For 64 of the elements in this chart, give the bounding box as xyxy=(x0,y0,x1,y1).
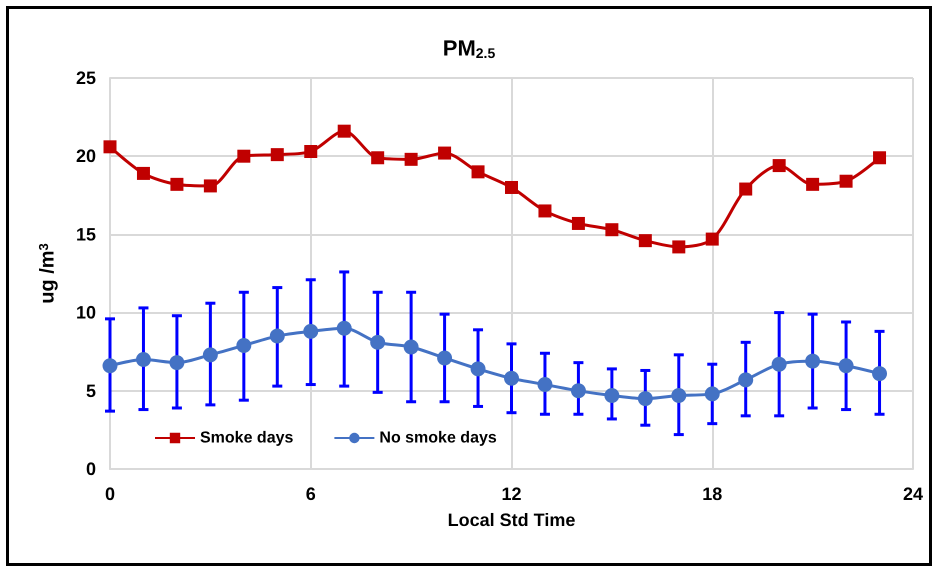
y-tick-label: 25 xyxy=(76,68,96,88)
point xyxy=(371,151,384,164)
point xyxy=(370,334,386,350)
point xyxy=(237,150,250,163)
point xyxy=(572,216,585,230)
point xyxy=(570,383,586,398)
point xyxy=(404,152,418,166)
x-tick-label: 6 xyxy=(306,484,316,504)
point xyxy=(438,146,452,160)
point xyxy=(537,377,552,392)
point xyxy=(336,320,352,336)
point xyxy=(739,182,752,196)
point xyxy=(538,204,552,218)
y-tick-label: 0 xyxy=(86,459,96,479)
y-tick-label: 15 xyxy=(76,224,96,244)
chart-title: PM2.5 xyxy=(442,36,496,61)
point xyxy=(706,232,719,246)
point xyxy=(838,358,854,374)
point xyxy=(671,388,686,403)
point xyxy=(472,165,485,178)
y-tick-label: 5 xyxy=(86,380,96,401)
point xyxy=(872,366,888,382)
x-tick-label: 24 xyxy=(902,484,924,504)
y-axis-title: ug /m3 xyxy=(36,243,58,304)
x-tick-label: 12 xyxy=(501,484,522,504)
point xyxy=(772,356,787,372)
point xyxy=(136,166,150,180)
point xyxy=(704,386,720,402)
point xyxy=(738,372,754,388)
x-tick-label: 0 xyxy=(104,484,116,504)
point xyxy=(638,234,652,248)
point xyxy=(504,370,519,386)
point xyxy=(236,338,252,353)
point xyxy=(772,159,786,172)
legend-label: Smoke days xyxy=(200,430,294,446)
point xyxy=(470,361,486,376)
point xyxy=(136,352,151,368)
point xyxy=(170,178,184,191)
x-tick-label: 18 xyxy=(702,484,722,504)
point xyxy=(303,324,318,339)
point xyxy=(806,178,820,191)
point xyxy=(805,354,820,369)
point xyxy=(304,145,318,158)
legend-label: No smoke days xyxy=(379,430,497,446)
point xyxy=(505,180,518,194)
x-axis-title: Local Std Time xyxy=(448,510,576,530)
point xyxy=(270,148,284,162)
point xyxy=(840,174,853,188)
y-tick-label: 10 xyxy=(76,302,96,323)
point xyxy=(604,388,620,403)
point xyxy=(672,240,686,254)
point xyxy=(605,223,618,236)
point xyxy=(270,328,285,344)
point xyxy=(437,350,452,366)
point xyxy=(204,179,217,192)
point xyxy=(404,340,419,355)
point xyxy=(638,391,653,406)
point xyxy=(104,140,116,154)
point xyxy=(873,151,886,164)
y-tick-label: 20 xyxy=(76,146,96,166)
point xyxy=(169,355,184,370)
point xyxy=(202,347,218,362)
point xyxy=(338,124,351,138)
point xyxy=(102,358,118,374)
